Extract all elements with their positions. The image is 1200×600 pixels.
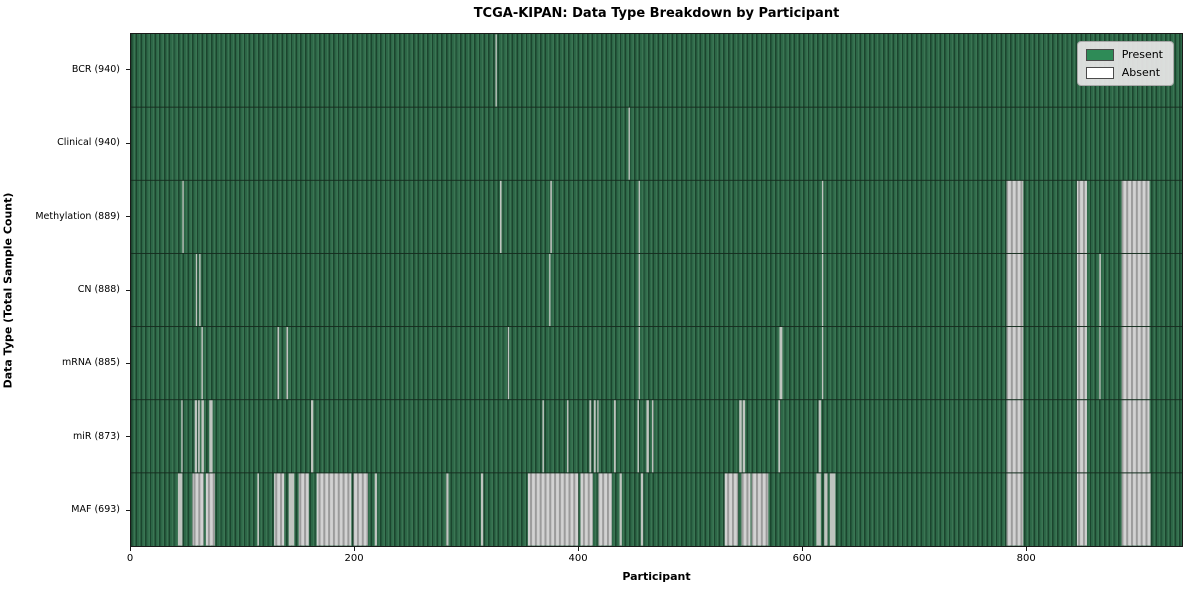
x-tick-label: 200 — [344, 553, 364, 564]
chart-title: TCGA-KIPAN: Data Type Breakdown by Parti… — [473, 6, 840, 21]
present-swatch-icon — [1085, 48, 1114, 61]
x-tick-mark — [1025, 547, 1027, 551]
y-tick-mark — [126, 362, 130, 364]
y-tick-label-clinical: Clinical (940) — [57, 137, 120, 149]
absent-swatch-icon — [1085, 66, 1114, 79]
y-tick-label-bcr: BCR (940) — [71, 63, 120, 75]
heatmap-svg — [131, 34, 1182, 546]
x-tick-mark — [353, 547, 355, 551]
legend-label-present: Present — [1121, 48, 1163, 61]
plot-area: Present Absent — [130, 33, 1183, 547]
y-tick-label-maf: MAF (693) — [71, 504, 120, 516]
legend-label-absent: Absent — [1121, 66, 1161, 79]
y-tick-label-mrna: mRNA (885) — [61, 357, 120, 369]
x-tick-label: 400 — [568, 553, 588, 564]
legend-item-present: Present — [1085, 48, 1163, 61]
x-tick-label: 600 — [792, 553, 812, 564]
y-tick-mark — [126, 69, 130, 71]
legend-item-absent: Absent — [1085, 66, 1163, 79]
x-axis-label: Participant — [622, 570, 691, 583]
y-tick-label-cn: CN (888) — [77, 284, 120, 295]
x-tick-mark — [801, 547, 803, 551]
x-tick-label: 800 — [1016, 553, 1036, 564]
x-tick-label: 0 — [126, 553, 134, 564]
y-tick-mark — [126, 216, 130, 218]
y-tick-label-methylation: Methylation (889) — [35, 210, 120, 222]
y-tick-mark — [126, 142, 130, 144]
y-tick-mark — [126, 289, 130, 291]
x-tick-mark — [577, 547, 579, 551]
legend: Present Absent — [1076, 41, 1174, 86]
y-tick-mark — [126, 436, 130, 438]
x-tick-mark — [129, 547, 131, 551]
y-tick-mark — [126, 509, 130, 511]
y-tick-label-mir: miR (873) — [72, 430, 120, 442]
